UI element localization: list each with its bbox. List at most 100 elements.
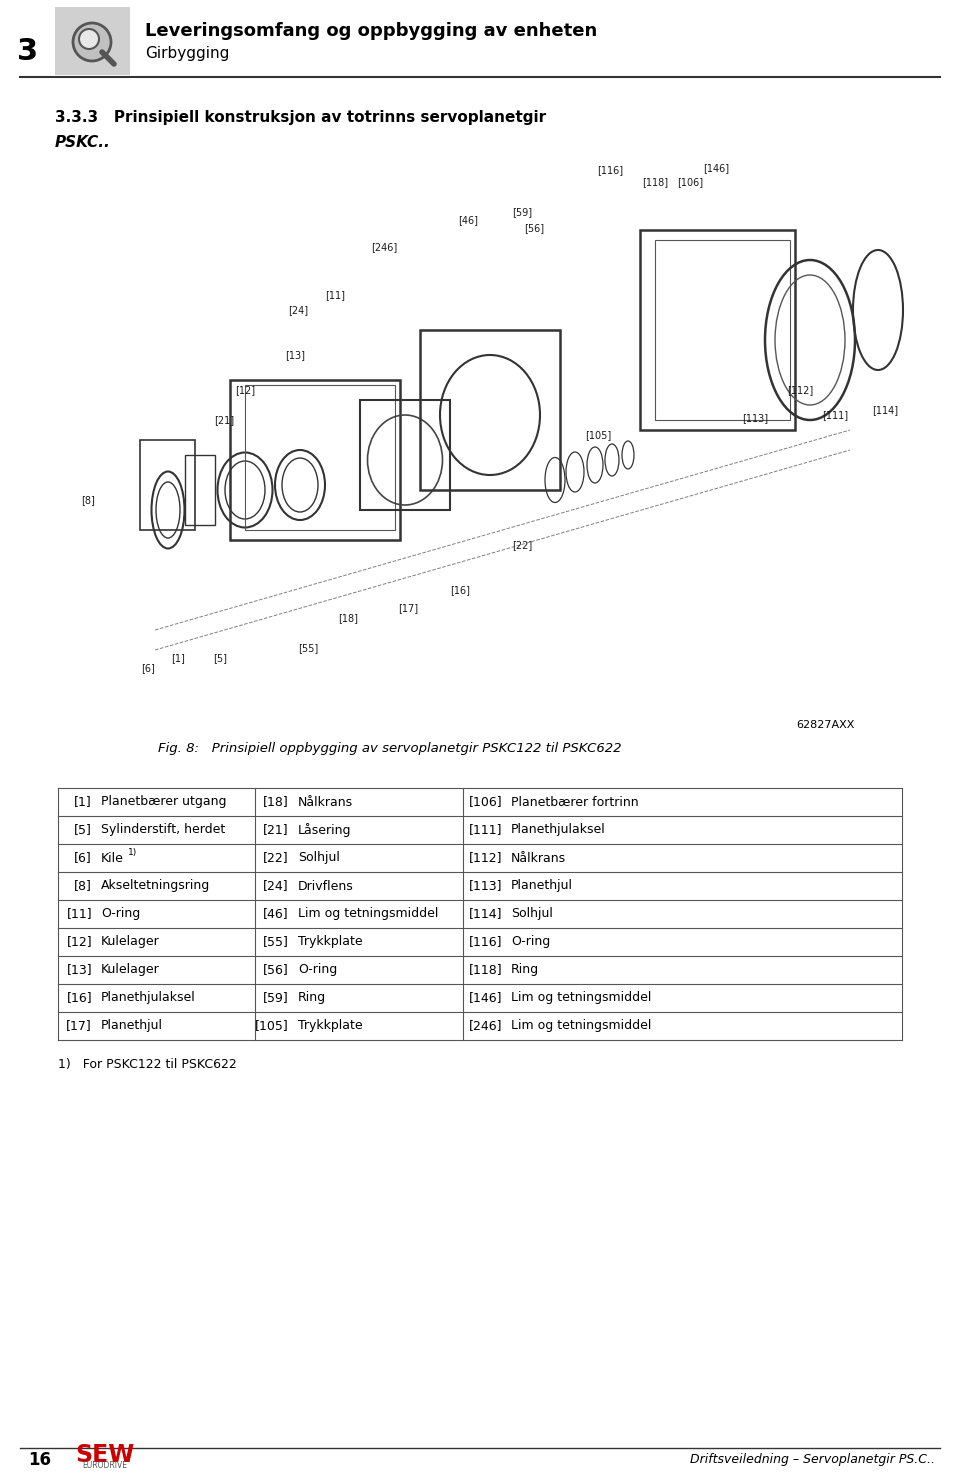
Text: [22]: [22] — [263, 851, 289, 865]
Text: [1]: [1] — [171, 653, 185, 663]
Text: 62827AXX: 62827AXX — [797, 720, 855, 731]
Text: [116]: [116] — [468, 935, 502, 949]
Text: Nålkrans: Nålkrans — [511, 851, 566, 865]
Text: Planethjulaksel: Planethjulaksel — [511, 823, 606, 837]
Text: [55]: [55] — [263, 935, 289, 949]
Text: EURODRIVE: EURODRIVE — [83, 1461, 128, 1470]
Text: Lim og tetningsmiddel: Lim og tetningsmiddel — [298, 907, 439, 921]
Text: [5]: [5] — [74, 823, 92, 837]
Text: [114]: [114] — [872, 405, 898, 415]
Text: [5]: [5] — [213, 653, 227, 663]
Bar — [360, 401, 450, 510]
Text: SEW: SEW — [76, 1444, 134, 1467]
Text: Låsering: Låsering — [298, 823, 351, 837]
Text: [118]: [118] — [642, 177, 668, 187]
Text: [11]: [11] — [66, 907, 92, 921]
Text: [118]: [118] — [468, 963, 502, 977]
Text: [246]: [246] — [371, 242, 397, 252]
Text: 1): 1) — [128, 847, 137, 856]
Text: [105]: [105] — [585, 430, 612, 440]
Text: [1]: [1] — [74, 795, 92, 809]
Text: [59]: [59] — [512, 208, 532, 217]
Text: O-ring: O-ring — [511, 935, 550, 949]
Text: Trykkplate: Trykkplate — [298, 935, 363, 949]
Text: 1)   For PSKC122 til PSKC622: 1) For PSKC122 til PSKC622 — [58, 1058, 237, 1071]
Text: Lim og tetningsmiddel: Lim og tetningsmiddel — [511, 991, 652, 1005]
Text: [17]: [17] — [66, 1019, 92, 1033]
Bar — [230, 380, 400, 541]
Text: Solhjul: Solhjul — [511, 907, 553, 921]
Text: 3: 3 — [17, 37, 38, 66]
Text: [112]: [112] — [787, 384, 813, 395]
Text: [11]: [11] — [325, 290, 345, 300]
Text: [16]: [16] — [66, 991, 92, 1005]
Text: [113]: [113] — [468, 879, 502, 893]
Circle shape — [79, 29, 99, 49]
Text: Driftsveiledning – Servoplanetgir PS.C..: Driftsveiledning – Servoplanetgir PS.C.. — [690, 1454, 935, 1467]
Text: [18]: [18] — [338, 613, 358, 623]
Text: Trykkplate: Trykkplate — [298, 1019, 363, 1033]
Text: Ring: Ring — [511, 963, 540, 977]
Text: [24]: [24] — [288, 305, 308, 315]
Text: [111]: [111] — [468, 823, 502, 837]
Text: [56]: [56] — [524, 222, 544, 233]
Bar — [140, 440, 195, 530]
Text: [111]: [111] — [822, 409, 848, 420]
Text: 3.3.3   Prinsipiell konstruksjon av totrinns servoplanetgir: 3.3.3 Prinsipiell konstruksjon av totrin… — [55, 110, 546, 125]
Text: O-ring: O-ring — [101, 907, 140, 921]
Text: 16: 16 — [28, 1451, 51, 1469]
Text: Akseltetningsring: Akseltetningsring — [101, 879, 210, 893]
Text: Girbygging: Girbygging — [145, 46, 229, 60]
Text: [106]: [106] — [677, 177, 703, 187]
Bar — [655, 240, 790, 420]
Text: [18]: [18] — [263, 795, 289, 809]
Text: [113]: [113] — [742, 412, 768, 423]
Text: [24]: [24] — [263, 879, 289, 893]
Text: [22]: [22] — [512, 541, 532, 549]
Text: Lim og tetningsmiddel: Lim og tetningsmiddel — [511, 1019, 652, 1033]
Text: Kulelager: Kulelager — [101, 963, 159, 977]
Text: Fig. 8:   Prinsipiell oppbygging av servoplanetgir PSKC122 til PSKC622: Fig. 8: Prinsipiell oppbygging av servop… — [158, 742, 622, 756]
Text: Kulelager: Kulelager — [101, 935, 159, 949]
Text: Leveringsomfang og oppbygging av enheten: Leveringsomfang og oppbygging av enheten — [145, 22, 597, 40]
Text: [55]: [55] — [298, 644, 318, 653]
Text: Planetbærer utgang: Planetbærer utgang — [101, 795, 227, 809]
Text: [6]: [6] — [74, 851, 92, 865]
Text: [246]: [246] — [468, 1019, 502, 1033]
Text: [105]: [105] — [255, 1019, 289, 1033]
Circle shape — [73, 24, 111, 60]
Bar — [185, 455, 215, 524]
FancyBboxPatch shape — [55, 7, 130, 75]
Text: [46]: [46] — [263, 907, 289, 921]
Text: [56]: [56] — [263, 963, 289, 977]
Bar — [420, 330, 560, 491]
Text: Planethjul: Planethjul — [101, 1019, 163, 1033]
Text: Kile: Kile — [101, 851, 124, 865]
Text: Nålkrans: Nålkrans — [298, 795, 353, 809]
Text: Ring: Ring — [298, 991, 326, 1005]
Text: [12]: [12] — [235, 384, 255, 395]
Text: Planethjul: Planethjul — [511, 879, 573, 893]
Text: [8]: [8] — [74, 879, 92, 893]
Text: [16]: [16] — [450, 585, 470, 595]
Text: [114]: [114] — [468, 907, 502, 921]
Text: [21]: [21] — [214, 415, 234, 426]
Text: [12]: [12] — [66, 935, 92, 949]
Text: [112]: [112] — [468, 851, 502, 865]
Text: [116]: [116] — [597, 165, 623, 175]
Text: [106]: [106] — [468, 795, 502, 809]
Text: Planetbærer fortrinn: Planetbærer fortrinn — [511, 795, 638, 809]
Text: [6]: [6] — [141, 663, 155, 673]
Text: [17]: [17] — [398, 602, 418, 613]
Text: [146]: [146] — [703, 164, 729, 172]
Text: Solhjul: Solhjul — [298, 851, 340, 865]
Text: [46]: [46] — [458, 215, 478, 225]
Bar — [640, 230, 795, 430]
Text: Sylinderstift, herdet: Sylinderstift, herdet — [101, 823, 226, 837]
Text: [21]: [21] — [263, 823, 289, 837]
Text: [8]: [8] — [81, 495, 95, 505]
Text: O-ring: O-ring — [298, 963, 337, 977]
Text: [59]: [59] — [263, 991, 289, 1005]
Text: [146]: [146] — [468, 991, 502, 1005]
Text: [13]: [13] — [66, 963, 92, 977]
